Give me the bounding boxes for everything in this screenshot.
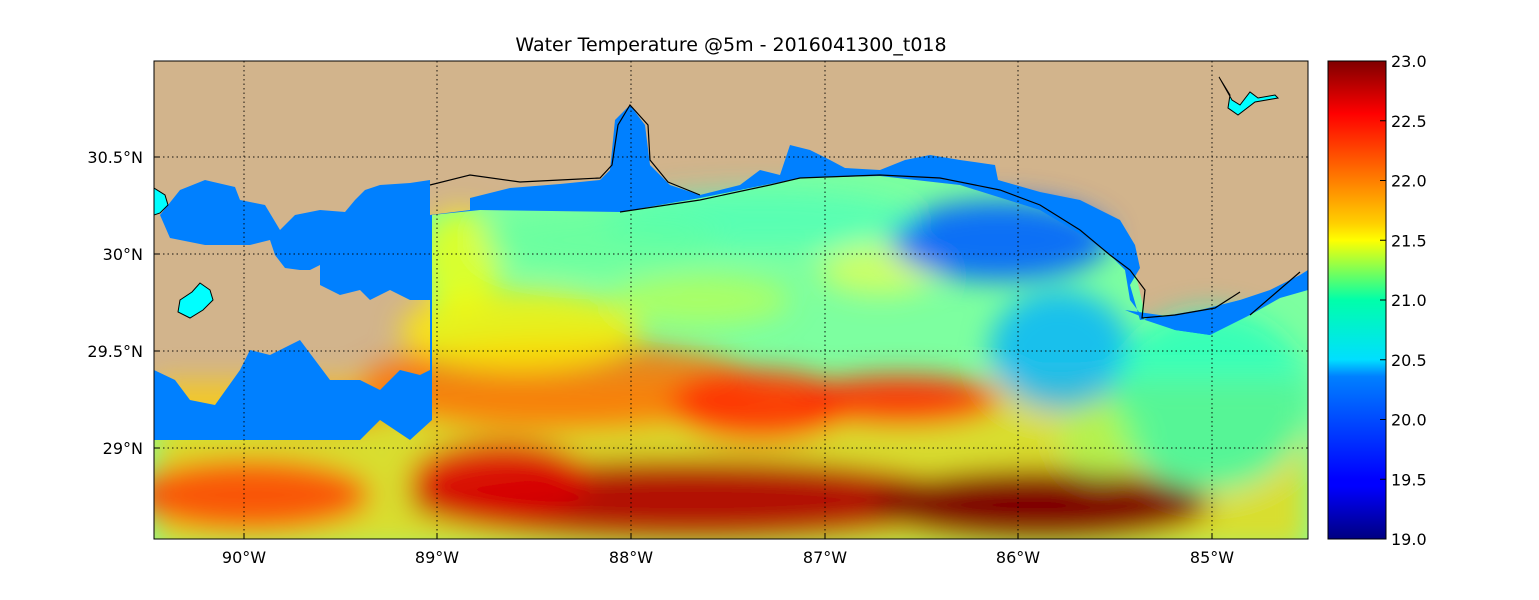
colorbar: 19.0 19.5 20.0 20.5 21.0 21.5 22.0 22.5 23.0: [1327, 52, 1427, 549]
lat-tick-label: 29.5°N: [87, 342, 143, 361]
map-title: Water Temperature @5m - 2016041300_t018: [515, 34, 947, 56]
colorbar-tick-label: 20.5: [1391, 351, 1427, 370]
colorbar-tick-label: 22.5: [1391, 112, 1427, 131]
plot-frame: [153, 60, 1309, 540]
coastline: [429, 103, 1301, 319]
colorbar-tick-label: 21.5: [1391, 231, 1427, 250]
colorbar-tick-label: 22.0: [1391, 172, 1427, 191]
colorbar-ticks: 19.0 19.5 20.0 20.5 21.0 21.5 22.0 22.5 23.0: [1380, 52, 1427, 549]
colorbar-tick-label: 19.0: [1391, 530, 1427, 549]
colorbar-tick-label: 20.0: [1391, 411, 1427, 430]
lon-tick-label: 89°W: [415, 548, 459, 567]
lon-tick-label: 87°W: [803, 548, 847, 567]
lat-tick-label: 30.5°N: [87, 148, 143, 167]
colorbar-gradient: [1327, 60, 1387, 540]
lake-shape: [154, 187, 169, 216]
lat-tick-label: 29°N: [103, 439, 143, 458]
longitude-axis: 90°W 89°W 88°W 87°W 86°W 85°W: [222, 533, 1234, 567]
lon-tick-label: 85°W: [1190, 548, 1234, 567]
lake-shape: [1218, 76, 1280, 116]
lon-tick-label: 90°W: [222, 548, 266, 567]
lat-tick-label: 30°N: [103, 245, 143, 264]
lon-tick-label: 88°W: [609, 548, 653, 567]
temperature-field: [154, 61, 1308, 539]
colorbar-tick-label: 21.0: [1391, 291, 1427, 310]
latitude-axis: 29°N 29.5°N 30°N 30.5°N: [87, 148, 160, 458]
colorbar-tick-label: 23.0: [1391, 52, 1427, 71]
map-grid: [154, 61, 1308, 539]
colorbar-tick-label: 19.5: [1391, 470, 1427, 489]
lake-shape: [177, 282, 214, 319]
water-mask: [154, 105, 1308, 440]
lon-tick-label: 86°W: [996, 548, 1040, 567]
